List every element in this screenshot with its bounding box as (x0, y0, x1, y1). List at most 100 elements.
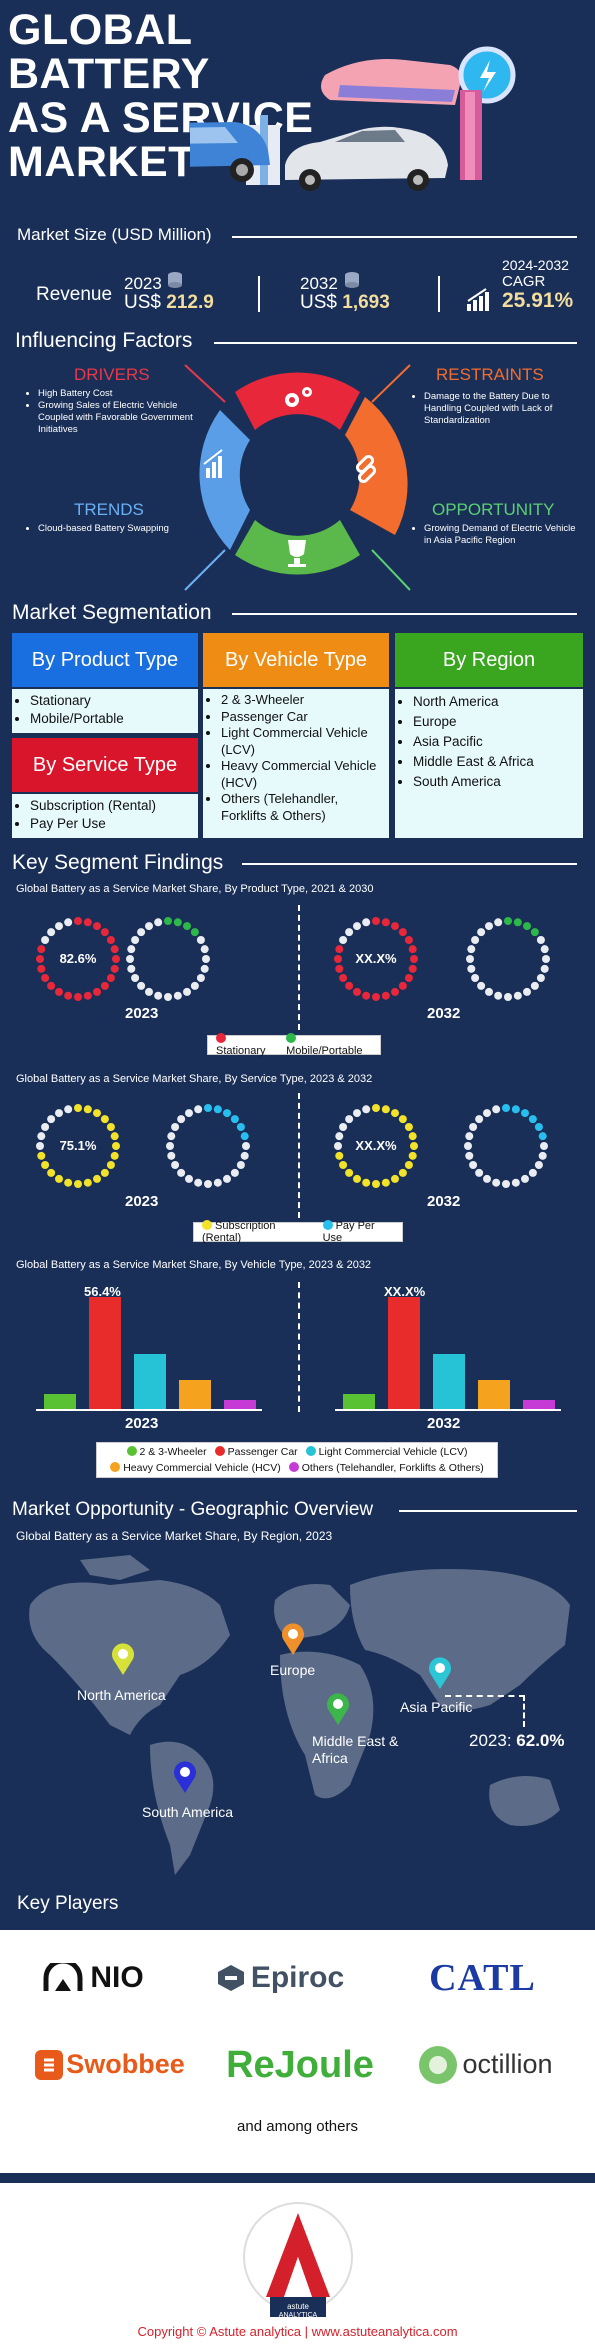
ring-dot (404, 974, 413, 982)
divider (298, 1093, 300, 1218)
ring-dot (471, 974, 480, 982)
ring-dot (410, 1142, 418, 1150)
divider (298, 905, 300, 1030)
payperuse-2023-ring (166, 1104, 250, 1188)
south-america-pin-icon (172, 1760, 198, 1799)
charging-station-illustration (190, 46, 516, 191)
ring-dot (511, 1105, 520, 1114)
divider (438, 276, 440, 312)
players-panel (0, 1930, 595, 2173)
ring-dot (223, 1174, 231, 1183)
ring-dot (55, 1109, 63, 1118)
ring-dot (345, 928, 354, 937)
ring-dot (100, 1115, 109, 1124)
coins-icon (344, 271, 360, 289)
ring-dot (534, 1161, 543, 1169)
ring-dot (131, 974, 140, 982)
rejoule-logo: ReJoule (226, 2043, 374, 2086)
influencing-wheel (184, 364, 411, 591)
ring-dot (167, 1151, 176, 1160)
ring-dot (173, 991, 182, 1000)
product-2032-value: XX.X% (355, 951, 397, 966)
ring-dot (353, 1174, 361, 1183)
ring-dot (345, 1168, 354, 1177)
ring-dot (362, 1105, 371, 1114)
trends-list: Cloud-based Battery Swapping (24, 523, 184, 535)
ring-dot (127, 964, 136, 973)
ring-dot (540, 945, 549, 954)
gears-icon (285, 387, 312, 407)
footer-bar (0, 2173, 595, 2183)
mea-label: Middle East & Africa (312, 1733, 399, 1766)
revenue-2032-value: US$ 1,693 (300, 292, 390, 313)
africa-shape (280, 1651, 374, 1799)
europe-label: Europe (270, 1662, 316, 1678)
ring-dot (166, 1142, 174, 1150)
segment-item: Passenger Car (221, 709, 383, 726)
legend-item: Stationary (216, 1033, 276, 1057)
ring-dot (204, 1104, 212, 1112)
divider (399, 1510, 577, 1512)
influencing-heading: Influencing Factors (15, 329, 193, 352)
revenue-label: Revenue (36, 284, 113, 305)
svg-text:astute: astute (287, 2302, 309, 2311)
geo-caption: Global Battery as a Service Market Share… (16, 1529, 333, 1543)
ring-dot (335, 964, 344, 973)
ring-dot (530, 928, 539, 937)
ring-dot (523, 922, 531, 931)
cagr-value: 25.91% (502, 289, 574, 312)
ring-dot (502, 1180, 510, 1188)
mobile-2032-ring (466, 917, 550, 1001)
subscription-2023-ring (36, 1104, 120, 1188)
ring-dot (408, 1151, 417, 1160)
greenland-shape (80, 1555, 150, 1580)
ring-dot (55, 1174, 63, 1183)
ring-dot (190, 981, 199, 990)
vehicle-type-header: By Vehicle Type (203, 633, 389, 687)
ring-dot (466, 955, 474, 963)
ring-dot (200, 945, 209, 954)
mobile-2023-ring (126, 917, 210, 1001)
ring-dot (504, 917, 512, 925)
asia-pacific-label: Asia Pacific (400, 1699, 473, 1715)
divider (242, 863, 577, 865)
ring-dot (398, 1168, 407, 1177)
ring-dot (37, 964, 46, 973)
ring-dot (372, 993, 380, 1001)
restraint-item: Damage to the Battery Due to Handling Co… (424, 391, 580, 427)
ring-dot (106, 936, 115, 944)
year-label: 2023 (125, 1193, 159, 1210)
growth-chart-icon (466, 288, 492, 312)
ring-dot (464, 1142, 472, 1150)
ring-dot (36, 1142, 44, 1150)
ring-dot (538, 1151, 547, 1160)
ring-dot (47, 1115, 56, 1124)
ring-dot (339, 974, 348, 982)
ring-dot (391, 1174, 399, 1183)
year-label: 2023 (125, 1415, 159, 1432)
ring-dot (196, 974, 205, 982)
vehicle-legend: 2 & 3-Wheeler Passenger Car Light Commer… (96, 1442, 498, 1478)
title-line-1: GLOBAL BATTERY (8, 6, 210, 98)
copyright: Copyright © Astute analytica | www.astut… (137, 2324, 458, 2339)
ring-dot (465, 1132, 474, 1141)
bar-light-commercial-vehicle-lcv- (433, 1354, 465, 1410)
bar-passenger-car (89, 1297, 121, 1410)
ring-dot (106, 1161, 115, 1169)
south-america-shape (150, 1741, 214, 1875)
ring-dot (391, 1109, 399, 1118)
north-america-label: North America (77, 1687, 166, 1703)
bar-light-commercial-vehicle-lcv- (134, 1354, 166, 1410)
product-share-caption: Global Battery as a Service Market Share… (16, 883, 374, 895)
geo-heading: Market Opportunity - Geographic Overview (12, 1499, 374, 1520)
ring-dot (37, 1132, 46, 1141)
legend-item: Mobile/Portable (286, 1033, 372, 1057)
ring-dot (523, 987, 531, 996)
ring-dot (398, 928, 407, 937)
ring-dot (194, 1178, 203, 1187)
year-label: 2032 (427, 1193, 461, 1210)
ring-dot (542, 955, 550, 963)
segment-item: Asia Pacific (413, 732, 577, 752)
restraints-title: RESTRAINTS (436, 365, 544, 384)
octillion-icon (419, 2045, 458, 2084)
